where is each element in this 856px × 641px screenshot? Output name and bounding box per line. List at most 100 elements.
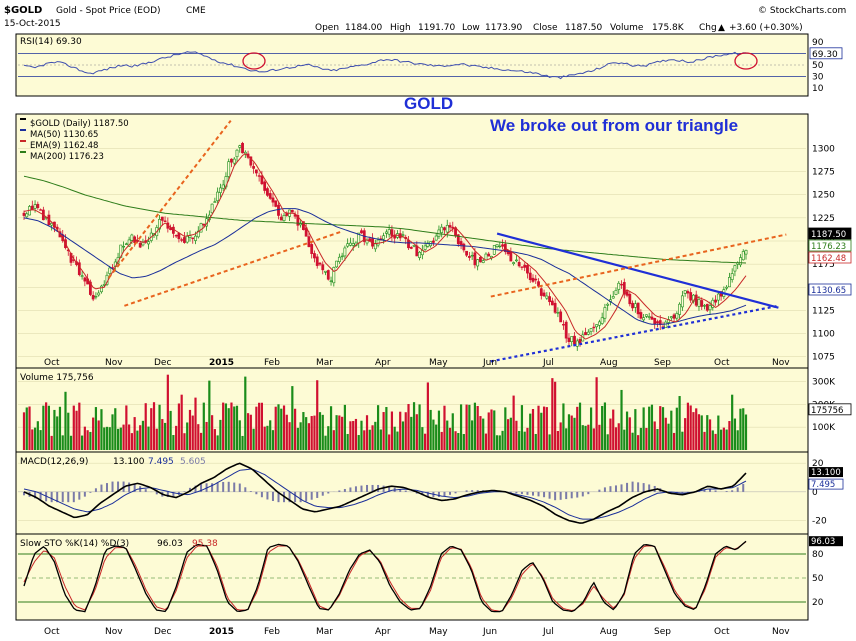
price-candle xyxy=(592,326,596,329)
price-candle xyxy=(271,197,275,203)
volume-bar xyxy=(269,420,272,450)
volume-bar xyxy=(625,411,629,450)
price-candle xyxy=(282,215,286,221)
price-candle xyxy=(467,256,471,258)
volume-bar xyxy=(332,430,335,450)
macd-histogram-bar xyxy=(581,491,584,497)
macd-histogram-bar xyxy=(200,483,203,492)
price-candle xyxy=(343,247,347,257)
macd-histogram-bar xyxy=(476,490,479,492)
volume-bar xyxy=(92,417,95,450)
volume-bar xyxy=(28,406,31,450)
volume-bar xyxy=(136,430,139,450)
volume-bar xyxy=(86,430,89,450)
bottom-x-label: Nov xyxy=(772,627,790,637)
price-candle xyxy=(216,191,220,201)
volume-bar xyxy=(429,409,432,450)
volume-bar xyxy=(473,402,477,450)
chg-icon: ▲ xyxy=(718,23,725,33)
volume-bar xyxy=(296,427,299,450)
volume-bar xyxy=(119,427,122,450)
bottom-x-label: Aug xyxy=(600,627,618,637)
price-candle xyxy=(238,145,242,148)
volume-bar xyxy=(310,416,313,450)
price-candle xyxy=(639,312,643,319)
volume-bar xyxy=(166,374,169,450)
volume-bar xyxy=(211,415,214,450)
volume-bar xyxy=(545,407,548,450)
price-candle xyxy=(650,316,654,320)
volume-bar xyxy=(139,425,142,450)
macd-histogram-bar xyxy=(736,487,739,492)
volume-bar xyxy=(639,427,642,450)
volume-bar xyxy=(623,429,626,450)
price-candle xyxy=(470,255,474,257)
volume-bar xyxy=(327,426,330,450)
volume-bar xyxy=(631,432,634,450)
price-candle xyxy=(700,300,704,307)
volume-bar xyxy=(299,422,302,450)
price-candle xyxy=(279,216,283,221)
volume-bar xyxy=(404,412,407,450)
macd-histogram-bar xyxy=(61,491,64,503)
legend-swatch xyxy=(20,129,26,131)
volume-bar xyxy=(462,434,465,450)
volume-bar xyxy=(161,419,164,450)
rsi-tick-label: 30 xyxy=(812,73,824,83)
price-candle xyxy=(564,321,568,339)
volume-bar xyxy=(58,406,62,450)
macd-histogram-bar xyxy=(626,482,629,492)
volume-bar xyxy=(244,376,247,450)
volume-bar xyxy=(155,428,158,450)
price-candle xyxy=(617,282,621,290)
macd-histogram-bar xyxy=(338,490,341,492)
macd-line xyxy=(23,462,747,524)
macd-histogram-bar xyxy=(382,485,385,492)
price-candle xyxy=(443,227,446,231)
price-candle xyxy=(100,285,103,293)
open-label: Open xyxy=(315,23,339,33)
volume-bar xyxy=(368,429,371,450)
volume-bar xyxy=(598,424,601,450)
macd-histogram-bar xyxy=(354,486,357,492)
volume-bar xyxy=(349,421,352,450)
macd-histogram-bar xyxy=(83,491,86,497)
volume-bar xyxy=(573,417,576,450)
price-candle xyxy=(83,277,87,282)
price-candle xyxy=(708,305,712,311)
sto-legend-label: Slow STO %K(14) %D(3) xyxy=(20,539,129,549)
price-candle xyxy=(418,251,421,258)
price-candle xyxy=(177,232,181,240)
volume-bar xyxy=(601,405,604,450)
price-candle xyxy=(575,340,579,347)
macd-histogram-bar xyxy=(648,484,651,492)
macd-last-label: 13.100 xyxy=(811,468,841,478)
x-axis-layer: Oct Nov Dec 2015 Feb Mar Apr May Jun Jul Aug Sep Oct… xyxy=(44,358,790,637)
volume-bar xyxy=(324,435,327,450)
price-candle xyxy=(382,235,386,240)
chg-value: +3.60 (+0.30%) xyxy=(729,23,803,33)
sto-legend-k: 96.03 xyxy=(157,539,183,549)
trendline-breakout-line xyxy=(490,233,787,298)
price-candle xyxy=(393,235,397,239)
macd-histogram-bar xyxy=(725,491,728,492)
volume-bar xyxy=(152,402,156,450)
volume-bar xyxy=(736,430,739,450)
macd-histogram-bar xyxy=(23,491,25,496)
volume-bar xyxy=(382,412,385,450)
volume-bar xyxy=(706,415,709,450)
macd-legend-signal: 7.495 xyxy=(148,457,174,467)
volume-bar xyxy=(25,407,28,450)
close-label: Close xyxy=(533,23,558,33)
macd-histogram-bar xyxy=(614,485,617,492)
volume-bar xyxy=(728,421,731,450)
price-candle xyxy=(415,245,419,257)
breakout-annotation: We broke out from our triangle xyxy=(490,116,738,135)
price-candle xyxy=(537,281,540,287)
price-candle xyxy=(465,250,469,256)
volume-bar xyxy=(501,430,504,450)
volume-bar xyxy=(565,428,568,450)
price-candle xyxy=(349,242,352,246)
macd-histogram-bar xyxy=(565,491,568,500)
volume-bar xyxy=(33,427,37,450)
